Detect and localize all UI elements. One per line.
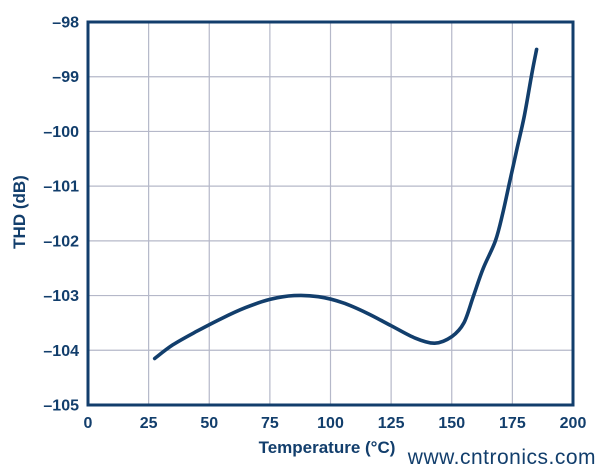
y-axis-title: THD (dB) xyxy=(10,175,29,249)
x-axis-title: Temperature (°C) xyxy=(259,438,396,457)
x-tick-label: 100 xyxy=(317,415,344,432)
y-tick-label: –102 xyxy=(43,233,79,250)
y-tick-label: –101 xyxy=(43,179,79,196)
x-tick-label: 150 xyxy=(438,415,465,432)
x-tick-label: 125 xyxy=(378,415,405,432)
x-tick-label: 200 xyxy=(560,415,587,432)
y-tick-label: –100 xyxy=(43,124,79,141)
y-tick-label: –105 xyxy=(43,398,79,415)
y-tick-label: –104 xyxy=(43,343,79,360)
plot-frame xyxy=(86,20,575,407)
y-tick-label: –103 xyxy=(43,288,79,305)
y-tick-label: –99 xyxy=(52,69,79,86)
x-tick-label: 75 xyxy=(261,415,279,432)
x-tick-label: 25 xyxy=(140,415,158,432)
thd-curve xyxy=(152,47,539,361)
x-tick-label: 0 xyxy=(84,415,93,432)
y-tick-label: –98 xyxy=(52,15,79,32)
x-tick-label: 50 xyxy=(200,415,218,432)
watermark-text: www.cntronics.com xyxy=(407,446,596,469)
x-tick-label: 175 xyxy=(499,415,526,432)
